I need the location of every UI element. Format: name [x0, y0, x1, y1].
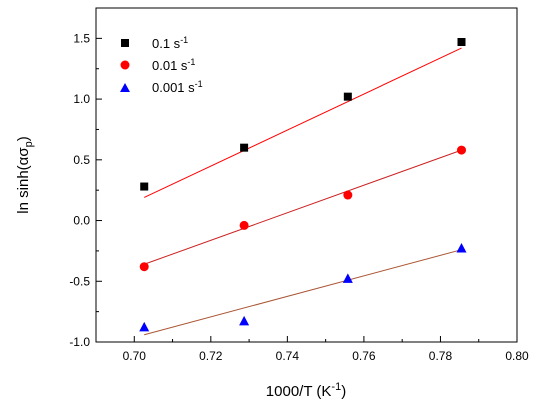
data-points [139, 38, 467, 332]
x-tick-label: 0.76 [352, 349, 376, 363]
legend-label-0: 0.1 s-1 [152, 35, 188, 51]
point-series-0 [240, 143, 249, 152]
fit-lines [144, 47, 462, 336]
y-tick-label: 1.5 [73, 31, 90, 45]
fit-line-1 [144, 149, 462, 265]
legend: 0.1 s-1 0.01 s-1 0.001 s-1 [120, 35, 203, 95]
y-tick-label: 0.0 [73, 214, 90, 228]
legend-label-1: 0.01 s-1 [152, 57, 195, 73]
fit-line-2 [144, 249, 462, 336]
legend-marker-0 [121, 39, 129, 47]
fit-line-0 [144, 47, 462, 198]
x-tick-label: 0.78 [429, 349, 453, 363]
point-series-1 [457, 145, 467, 155]
point-series-2 [139, 321, 150, 332]
x-tick-label: 0.72 [199, 349, 223, 363]
y-axis-title: ln sinh(ασp) [15, 136, 35, 213]
y-tick-label: 1.0 [73, 92, 90, 106]
point-series-1 [343, 190, 353, 200]
x-axis-title: 1000/T (K-1) [266, 381, 346, 400]
y-tick-label: -1.0 [69, 335, 90, 349]
point-series-0 [140, 182, 149, 191]
point-series-0 [343, 92, 352, 101]
point-series-2 [239, 315, 250, 326]
point-series-0 [457, 38, 466, 47]
plot-area [95, 7, 518, 343]
x-tick-label: 0.80 [505, 349, 529, 363]
y-tick-label: -0.5 [69, 274, 90, 288]
point-series-1 [139, 262, 149, 272]
point-series-2 [456, 242, 467, 253]
point-series-1 [239, 220, 249, 230]
axis-ticks: 0.70 0.72 0.74 0.76 0.78 0.80 -1.0 -0.5 0.0 0.5 1.… [69, 31, 529, 363]
legend-label-2: 0.001 s-1 [152, 79, 203, 95]
legend-marker-2 [120, 83, 130, 92]
x-tick-label: 0.74 [276, 349, 300, 363]
y-tick-label: 0.5 [73, 153, 90, 167]
legend-marker-1 [120, 60, 130, 70]
point-series-2 [342, 273, 353, 283]
x-tick-label: 0.70 [123, 349, 147, 363]
